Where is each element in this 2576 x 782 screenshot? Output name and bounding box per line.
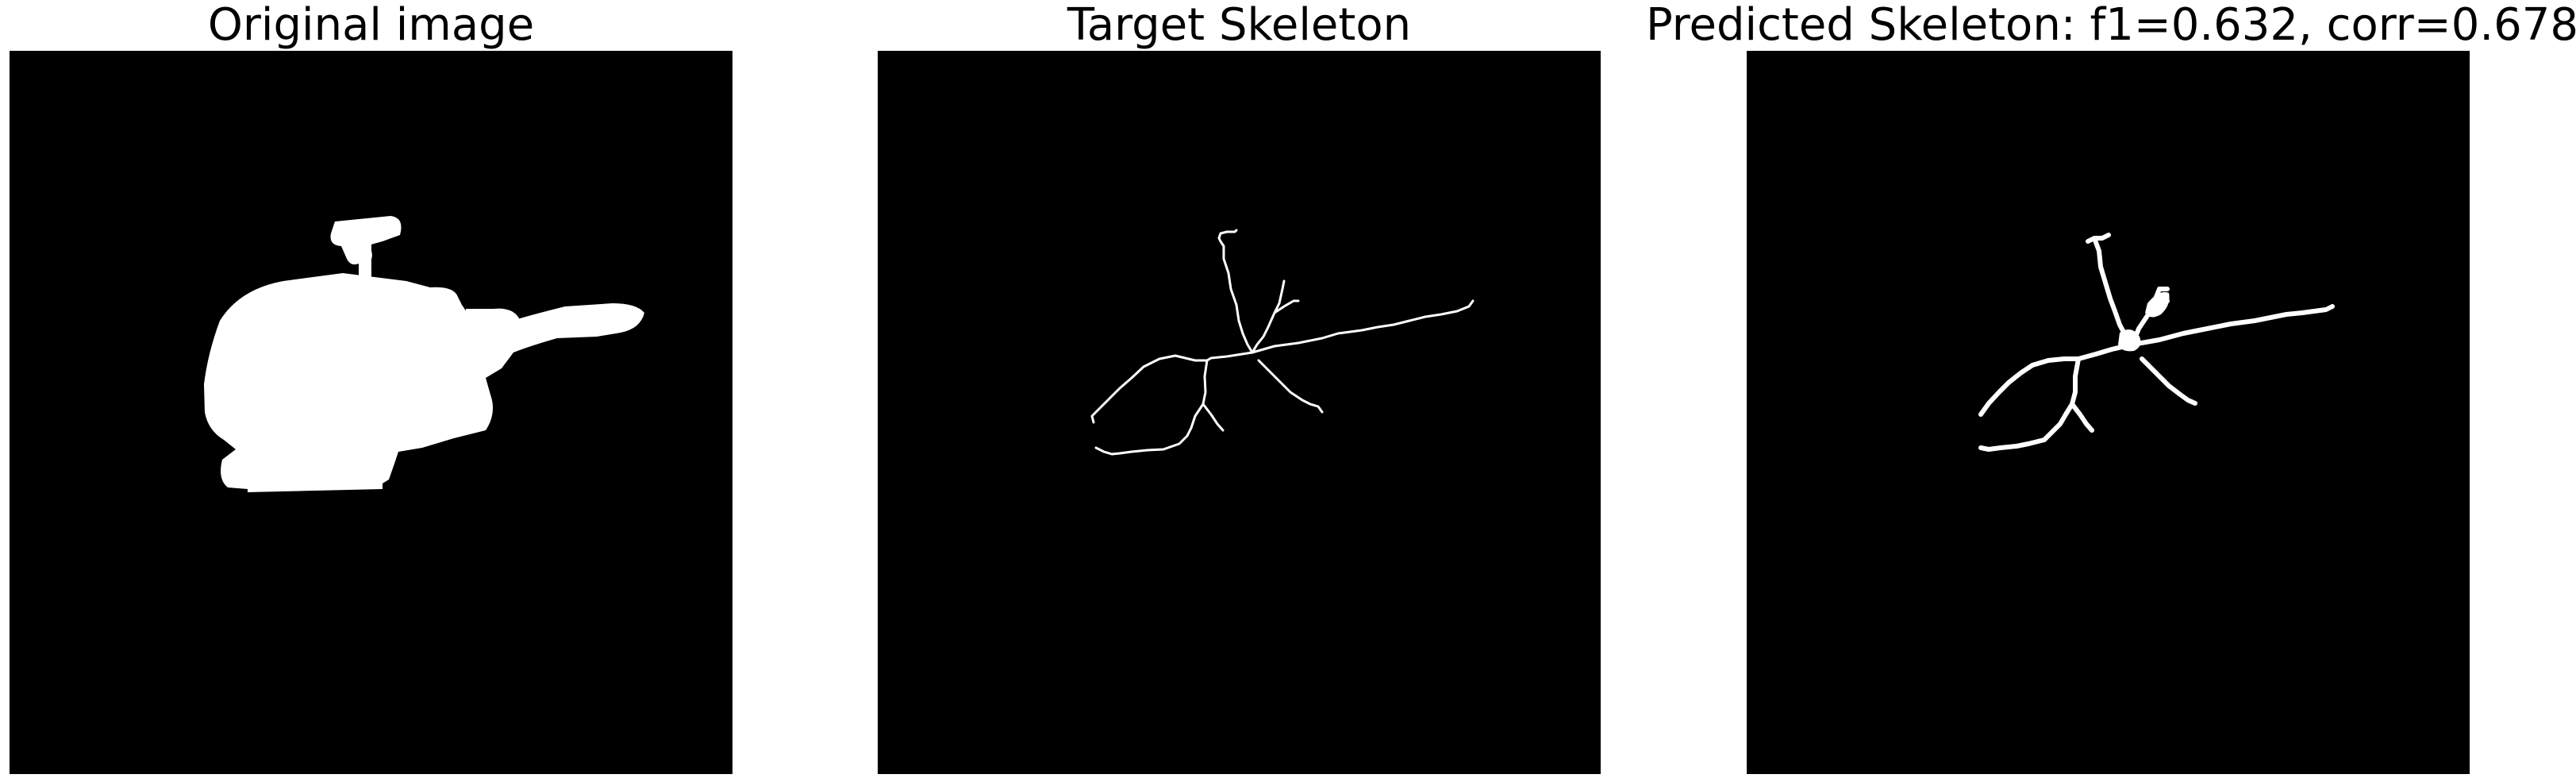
- predicted-skeleton-image: [1747, 51, 2470, 774]
- target-skeleton-image: [878, 51, 1601, 774]
- panel-title: Original image: [207, 0, 535, 51]
- panel-target-skeleton: Target Skeleton: [878, 0, 1601, 782]
- panel-title: Target Skeleton: [1067, 0, 1412, 51]
- predicted-skeleton-junction-blob: [2118, 291, 2170, 352]
- panel-predicted-skeleton: Predicted Skeleton: f1=0.632, corr=0.678: [1646, 0, 2576, 782]
- helicopter-silhouette: [204, 216, 644, 492]
- original-silhouette-image: [10, 51, 732, 774]
- panel-original-image: Original image: [10, 0, 732, 782]
- skeleton-lines: [1090, 229, 1474, 456]
- panel-title: Predicted Skeleton: f1=0.632, corr=0.678: [1645, 0, 2576, 51]
